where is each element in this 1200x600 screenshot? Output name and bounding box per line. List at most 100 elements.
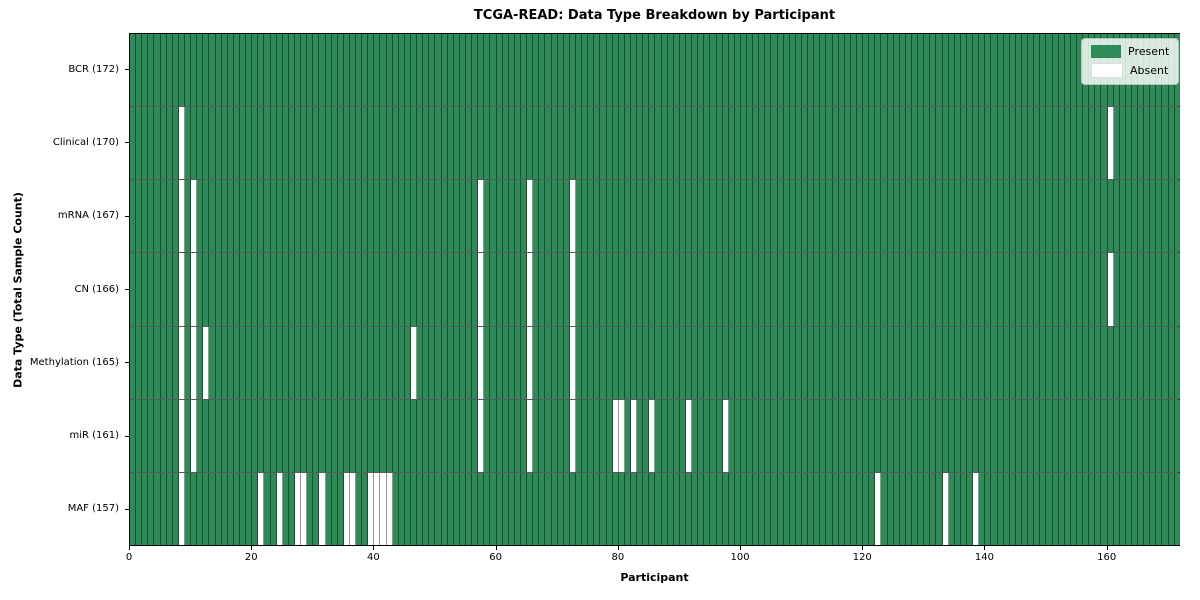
heatmap-cell xyxy=(1095,107,1102,180)
heatmap-cell xyxy=(887,107,894,180)
heatmap-cell xyxy=(1119,180,1126,253)
heatmap-cell xyxy=(1101,180,1108,253)
heatmap-cell xyxy=(924,326,931,399)
heatmap-cell xyxy=(661,253,668,326)
heatmap-cell xyxy=(398,472,405,545)
heatmap-cell xyxy=(899,253,906,326)
heatmap-cell xyxy=(844,180,851,253)
heatmap-cell xyxy=(429,34,436,107)
heatmap-cell xyxy=(1107,399,1114,472)
heatmap-cell xyxy=(1083,472,1090,545)
heatmap-cell xyxy=(1083,399,1090,472)
heatmap-cell xyxy=(356,326,363,399)
heatmap-cell xyxy=(374,180,381,253)
heatmap-cell xyxy=(258,107,265,180)
heatmap-cell xyxy=(331,253,338,326)
heatmap-cell xyxy=(319,34,326,107)
heatmap-cell xyxy=(288,253,295,326)
heatmap-cell xyxy=(948,472,955,545)
heatmap-cell xyxy=(1156,399,1163,472)
heatmap-cell xyxy=(1138,472,1145,545)
heatmap-cell xyxy=(1021,399,1029,472)
heatmap-cell xyxy=(1150,472,1157,545)
x-tick-label: 100 xyxy=(730,552,750,563)
heatmap-cell xyxy=(728,253,735,326)
heatmap-cell xyxy=(875,107,882,180)
heatmap-cell xyxy=(154,253,161,326)
heatmap-cell xyxy=(411,34,418,107)
heatmap-cell xyxy=(1168,399,1175,472)
y-tick xyxy=(125,362,129,364)
heatmap-cell xyxy=(966,107,974,180)
heatmap-cell xyxy=(991,107,998,180)
heatmap-cell xyxy=(368,399,375,472)
heatmap-cell xyxy=(600,180,607,253)
heatmap-cell xyxy=(1028,326,1035,399)
heatmap-cell xyxy=(1107,472,1114,545)
heatmap-cell xyxy=(795,180,803,253)
heatmap-cell xyxy=(936,34,943,107)
heatmap-cell xyxy=(203,34,210,107)
heatmap-cell xyxy=(765,34,772,107)
heatmap-cell xyxy=(172,399,179,472)
heatmap-cell xyxy=(514,253,521,326)
heatmap-cell xyxy=(325,107,332,180)
heatmap-cell xyxy=(404,180,412,253)
heatmap-cell xyxy=(863,34,870,107)
heatmap-cell xyxy=(1070,180,1077,253)
heatmap-cell xyxy=(1028,180,1035,253)
heatmap-cell xyxy=(826,253,833,326)
heatmap-cell xyxy=(368,253,375,326)
heatmap-cell xyxy=(893,34,900,107)
heatmap-cell xyxy=(270,34,277,107)
heatmap-cell xyxy=(582,253,589,326)
heatmap-cell xyxy=(814,34,821,107)
heatmap-cell xyxy=(942,399,949,472)
heatmap-cell xyxy=(795,34,803,107)
heatmap-cell xyxy=(233,34,240,107)
heatmap-cell xyxy=(630,472,638,545)
heatmap-cell xyxy=(362,472,369,545)
heatmap-cell xyxy=(1021,253,1029,326)
heatmap-cell xyxy=(209,326,216,399)
heatmap-cell xyxy=(1138,399,1145,472)
heatmap-cell xyxy=(417,253,424,326)
heatmap-cell xyxy=(1076,253,1084,326)
heatmap-cell xyxy=(582,472,589,545)
heatmap-cell xyxy=(1015,399,1022,472)
heatmap-cell xyxy=(1034,253,1041,326)
heatmap-cell xyxy=(716,472,723,545)
heatmap-cell xyxy=(459,472,467,545)
heatmap-cell xyxy=(319,399,326,472)
heatmap-cell xyxy=(136,253,143,326)
heatmap-cell xyxy=(869,107,876,180)
legend: Present Absent xyxy=(1081,38,1180,85)
heatmap-cell xyxy=(533,399,540,472)
heatmap-cell xyxy=(288,472,295,545)
heatmap-cell xyxy=(447,34,454,107)
heatmap-cell xyxy=(973,34,980,107)
heatmap-cell xyxy=(148,399,155,472)
heatmap-cell xyxy=(857,399,864,472)
heatmap-cell xyxy=(924,107,931,180)
heatmap-cell xyxy=(588,34,595,107)
heatmap-cell xyxy=(777,472,784,545)
heatmap-cell xyxy=(337,180,344,253)
heatmap-cell xyxy=(630,34,638,107)
heatmap-cell xyxy=(728,107,735,180)
heatmap-cell xyxy=(1058,253,1065,326)
heatmap-cell xyxy=(997,107,1004,180)
heatmap-cell xyxy=(130,253,137,326)
heatmap-cell xyxy=(398,34,405,107)
heatmap-cell xyxy=(850,253,858,326)
heatmap-cell xyxy=(1125,180,1132,253)
heatmap-cell xyxy=(844,472,851,545)
heatmap-cell xyxy=(435,253,442,326)
heatmap-cell xyxy=(1003,107,1010,180)
heatmap-cell xyxy=(1034,180,1041,253)
heatmap-cell xyxy=(325,180,332,253)
heatmap-cell xyxy=(606,180,613,253)
heatmap-cell xyxy=(484,180,491,253)
heatmap-cell xyxy=(490,472,497,545)
heatmap-cell xyxy=(991,34,998,107)
